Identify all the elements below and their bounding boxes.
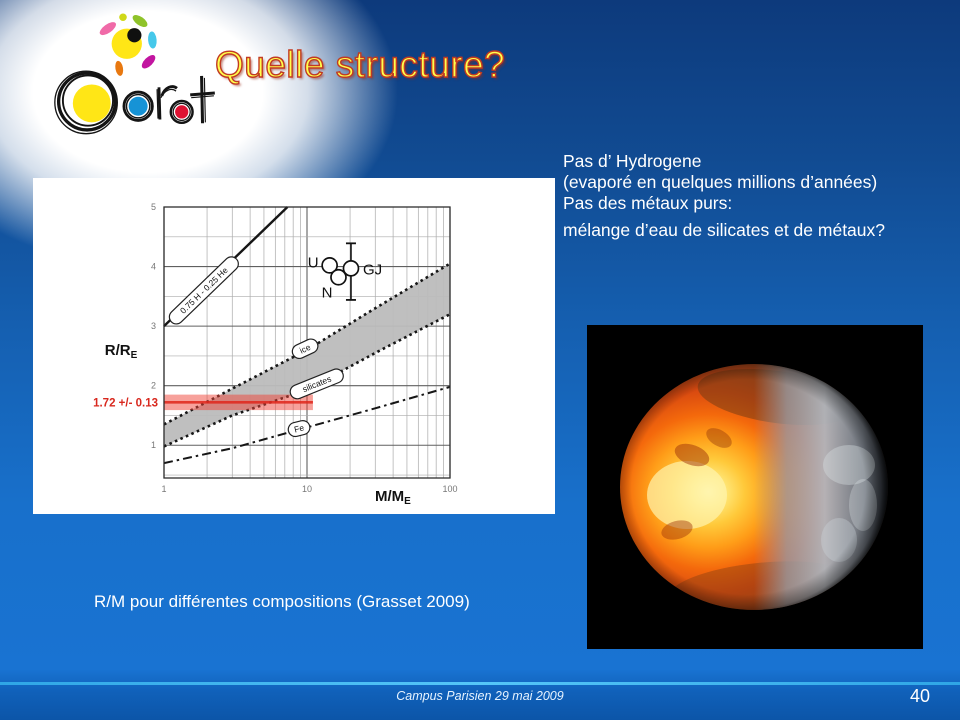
svg-text:N: N (322, 284, 333, 301)
corot-logo (54, 13, 215, 135)
page-title: Quelle structure? (214, 43, 506, 85)
note-line: mélange d’eau de silicates et de métaux? (563, 220, 886, 240)
svg-text:1.72 +/- 0.13: 1.72 +/- 0.13 (93, 397, 158, 409)
svg-text:4: 4 (151, 262, 156, 272)
svg-text:100: 100 (442, 484, 457, 494)
logo-letters (54, 70, 215, 135)
planet-panel (587, 325, 923, 649)
notes-block: Pas d’ Hydrogene (evaporé en quelques mi… (563, 151, 960, 241)
page-number: 40 (909, 686, 930, 706)
note-line: Pas des métaux purs: (563, 193, 733, 213)
svg-text:0.75 H - 0.25 He: 0.75 H - 0.25 He (178, 265, 230, 316)
svg-text:1: 1 (151, 440, 156, 450)
svg-text:2: 2 (151, 381, 156, 391)
svg-text:M/ME: M/ME (375, 488, 411, 507)
svg-text:U: U (308, 254, 319, 271)
chart-panel: 1.72 +/- 0.13 0.75 H - 0.25 He ice silicate… (33, 178, 555, 514)
svg-text:R/RE: R/RE (105, 342, 138, 361)
svg-text:10: 10 (302, 484, 312, 494)
svg-text:GJ: GJ (363, 261, 382, 278)
rm-composition-chart: 1.72 +/- 0.130.75 H - 0.25 Heicesilicate… (93, 202, 457, 507)
footer-divider (0, 682, 960, 685)
note-line: (evaporé en quelques millions d’années) (563, 172, 878, 192)
note-line: Pas d’ Hydrogene (563, 151, 702, 171)
footer-text: Campus Parisien 29 mai 2009 (396, 689, 564, 703)
planet-image (587, 325, 923, 649)
svg-text:ice: ice (298, 342, 312, 356)
svg-text:5: 5 (151, 202, 156, 212)
logo-sun-icon (99, 13, 157, 76)
svg-text:3: 3 (151, 321, 156, 331)
svg-text:Fe: Fe (293, 422, 305, 434)
chart-caption: R/M pour différentes compositions (Grass… (94, 592, 470, 611)
svg-text:1: 1 (161, 484, 166, 494)
